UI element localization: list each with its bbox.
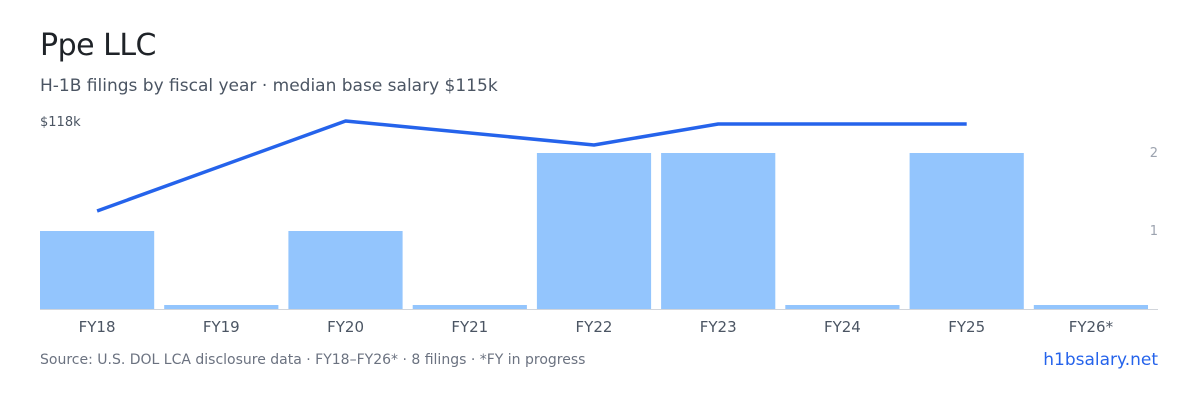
chart-title: Ppe LLC [40,28,157,63]
bar-fy23 [661,153,776,309]
x-tick-label: FY20 [327,318,364,336]
x-tick-label: FY22 [576,318,613,336]
bar-fy21 [412,305,527,309]
footer-source: Source: U.S. DOL LCA disclosure data · F… [40,352,586,368]
x-tick-label: FY18 [79,318,116,336]
x-tick-label: FY25 [948,318,985,336]
x-tick-label: FY24 [824,318,861,336]
bar-fy20 [288,231,403,309]
salary-line [96,119,967,213]
brand-link[interactable]: h1bsalary.net [1043,350,1158,370]
x-tick-label: FY23 [700,318,737,336]
bars-layer [40,153,1148,309]
x-tick-label: FY21 [451,318,488,336]
x-tick-label: FY19 [203,318,240,336]
left-axis-top-label: $118k [40,115,81,130]
bar-fy26p [1033,305,1148,309]
bar-fy19 [164,305,279,309]
chart-area: FY18 FY19 FY20 FY21 FY22 FY23 FY24 FY25 FY26* $1… [40,115,1158,336]
right-axis-tick-label: 2 [1150,146,1158,161]
bar-fy25 [909,153,1024,309]
bar-fy18 [40,231,155,309]
x-tick-labels: FY18 FY19 FY20 FY21 FY22 FY23 FY24 FY25 FY26* [79,318,1114,336]
bar-fy22 [536,153,652,309]
bar-fy24 [785,305,900,309]
right-axis-tick-label: 1 [1150,224,1158,239]
x-tick-label: FY26* [1069,318,1114,336]
y-tick-labels: $118k 1 2 [40,115,1158,239]
chart-subtitle: H-1B filings by fiscal year · median bas… [40,76,498,96]
